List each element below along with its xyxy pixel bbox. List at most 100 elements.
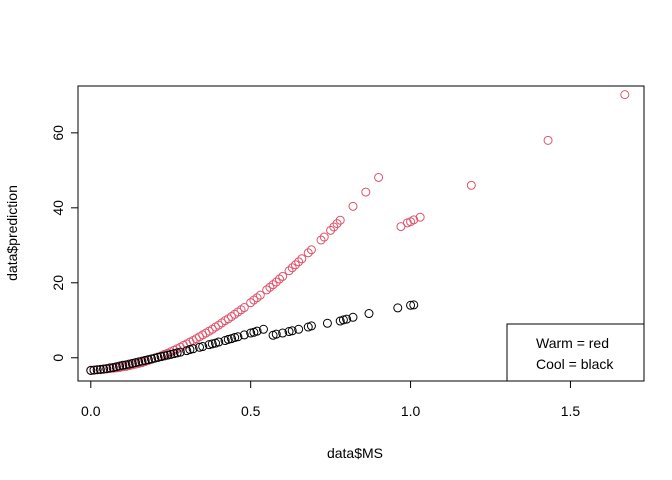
data-point — [316, 235, 326, 245]
data-point — [86, 366, 96, 376]
data-point — [319, 232, 329, 242]
data-point — [185, 345, 195, 355]
data-point — [329, 222, 339, 232]
data-point — [258, 324, 268, 334]
data-point — [348, 312, 358, 322]
data-points — [86, 90, 630, 376]
data-point — [124, 359, 134, 369]
data-point — [95, 364, 105, 374]
data-point — [620, 90, 630, 100]
data-point — [172, 348, 182, 358]
data-point — [287, 326, 297, 336]
data-point — [226, 312, 236, 322]
data-point — [252, 326, 262, 336]
data-point — [204, 340, 214, 350]
data-point — [102, 364, 112, 374]
x-tick-label: 1.5 — [561, 403, 581, 419]
data-point — [271, 277, 281, 287]
data-point — [294, 257, 304, 267]
data-point — [406, 300, 416, 310]
data-point — [409, 300, 419, 310]
y-tick-label: 60 — [50, 125, 66, 141]
data-point — [262, 285, 272, 295]
data-point — [156, 352, 166, 362]
data-point — [239, 303, 249, 313]
data-point — [274, 274, 284, 284]
legend-entry-warm: Warm = red — [536, 335, 609, 351]
x-axis: 0.0 0.5 1.0 1.5 — [81, 380, 581, 419]
data-point — [306, 245, 316, 255]
data-point — [361, 187, 371, 197]
data-point — [236, 305, 246, 315]
data-point — [115, 361, 125, 371]
data-point — [306, 321, 316, 331]
data-point — [150, 353, 160, 363]
data-point — [278, 271, 288, 281]
y-tick-label: 20 — [50, 275, 66, 291]
series-cool — [86, 300, 419, 376]
y-axis: 0 20 40 60 — [50, 125, 79, 362]
data-point — [108, 363, 118, 373]
data-point — [217, 318, 227, 328]
data-point — [134, 357, 144, 367]
data-point — [198, 342, 208, 352]
data-point — [249, 295, 259, 305]
data-point — [121, 360, 131, 370]
data-point — [118, 360, 128, 370]
data-point — [246, 328, 256, 338]
data-point — [322, 318, 332, 328]
data-point — [284, 327, 294, 337]
x-tick-label: 0.5 — [241, 403, 261, 419]
data-point — [105, 363, 115, 373]
data-point — [166, 349, 176, 359]
data-point — [246, 298, 256, 308]
data-point — [140, 355, 150, 365]
data-point — [271, 329, 281, 339]
data-point — [163, 350, 173, 360]
data-point — [159, 351, 169, 361]
data-point — [415, 212, 425, 222]
data-point — [239, 330, 249, 340]
data-point — [338, 315, 348, 325]
data-point — [111, 362, 121, 372]
data-point — [294, 324, 304, 334]
data-point — [332, 219, 342, 229]
data-point — [127, 358, 137, 368]
data-point — [255, 290, 265, 300]
data-point — [287, 263, 297, 273]
data-point — [195, 342, 205, 352]
data-point — [290, 260, 300, 270]
data-point — [252, 293, 262, 303]
data-point — [409, 215, 419, 225]
data-point — [364, 309, 374, 319]
data-point — [214, 320, 224, 330]
data-point — [143, 355, 153, 365]
data-point — [374, 172, 384, 182]
data-point — [268, 280, 278, 290]
x-tick-label: 1.0 — [401, 403, 421, 419]
data-point — [297, 254, 307, 264]
data-point — [233, 332, 243, 342]
x-tick-label: 0.0 — [81, 403, 101, 419]
data-point — [230, 309, 240, 319]
data-point — [223, 334, 233, 344]
data-point — [169, 349, 179, 359]
data-point — [207, 324, 217, 334]
data-point — [284, 266, 294, 276]
data-point — [233, 307, 243, 317]
legend-entry-cool: Cool = black — [536, 356, 614, 372]
data-point — [335, 215, 345, 225]
data-point — [137, 356, 147, 366]
data-point — [230, 333, 240, 343]
data-point — [223, 314, 233, 324]
y-tick-label: 40 — [50, 200, 66, 216]
data-point — [131, 358, 141, 368]
data-point — [207, 339, 217, 349]
data-point — [348, 201, 358, 211]
data-point — [89, 365, 99, 375]
data-point — [153, 352, 163, 362]
data-point — [99, 364, 109, 374]
y-tick-label: 0 — [50, 354, 66, 362]
data-point — [342, 314, 352, 324]
